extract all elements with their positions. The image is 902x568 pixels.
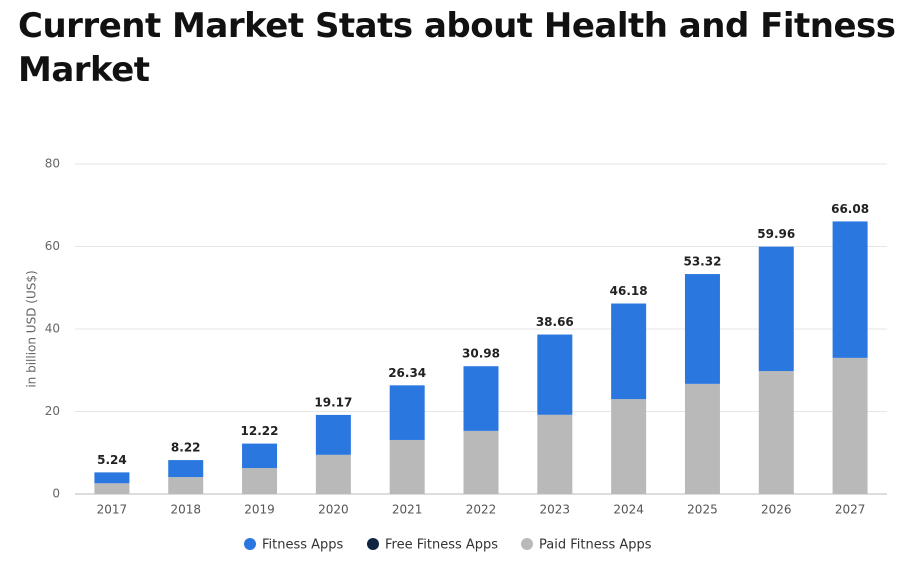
y-tick-label: 80 [45,157,60,171]
bar-segment [94,472,130,484]
total-label: 19.17 [314,395,352,409]
bar-segment [315,454,351,494]
bar-segment [611,399,647,494]
bar-segment [94,483,130,494]
bar-segment [758,371,794,494]
bar-segment [537,414,573,494]
x-tick-label: 2022 [466,503,497,517]
total-label: 5.24 [97,453,127,467]
total-label: 8.22 [171,441,201,455]
legend-marker [521,538,533,550]
total-label: 26.34 [388,366,426,380]
x-tick-label: 2023 [540,503,571,517]
bar-segment [315,414,351,455]
y-tick-label: 0 [52,487,60,501]
total-label: 30.98 [462,347,500,361]
y-axis-label: in billion USD (US$) [25,270,39,387]
legend-label: Paid Fitness Apps [539,538,652,553]
bar-segment [832,357,868,494]
x-tick-label: 2021 [392,503,423,517]
x-tick-label: 2020 [318,503,349,517]
bar-segment [389,385,425,440]
bar-segment [242,443,278,469]
x-tick-label: 2019 [244,503,275,517]
bar-segment [168,477,204,494]
bar-segment [463,430,499,494]
bar-segment [832,221,868,358]
total-label: 38.66 [536,315,574,329]
legend-label: Fitness Apps [262,538,344,553]
bar-segment [537,334,573,415]
legend-label: Free Fitness Apps [385,538,498,553]
bar-segment [758,246,794,372]
x-tick-label: 2018 [170,503,201,517]
x-tick-label: 2025 [687,503,718,517]
y-tick-label: 20 [45,404,60,418]
x-tick-label: 2017 [97,503,128,517]
y-tick-label: 60 [45,239,60,253]
legend-marker [367,538,379,550]
x-tick-label: 2026 [761,503,792,517]
total-label: 53.32 [683,255,721,269]
bar-segment [463,366,499,431]
x-tick-label: 2027 [835,503,866,517]
page-title: Current Market Stats about Health and Fi… [18,6,896,90]
bar-segment [684,383,720,494]
total-label: 12.22 [241,424,279,438]
bar-segment [611,303,647,400]
legend-marker [244,538,256,550]
bar-segment [168,460,204,478]
bar-segment [684,274,720,384]
total-label: 59.96 [757,227,795,241]
x-tick-label: 2024 [613,503,644,517]
y-tick-label: 40 [45,322,60,336]
bar-segment [389,439,425,494]
total-label: 46.18 [610,284,648,298]
total-label: 66.08 [831,202,869,216]
bar-segment [242,468,278,494]
